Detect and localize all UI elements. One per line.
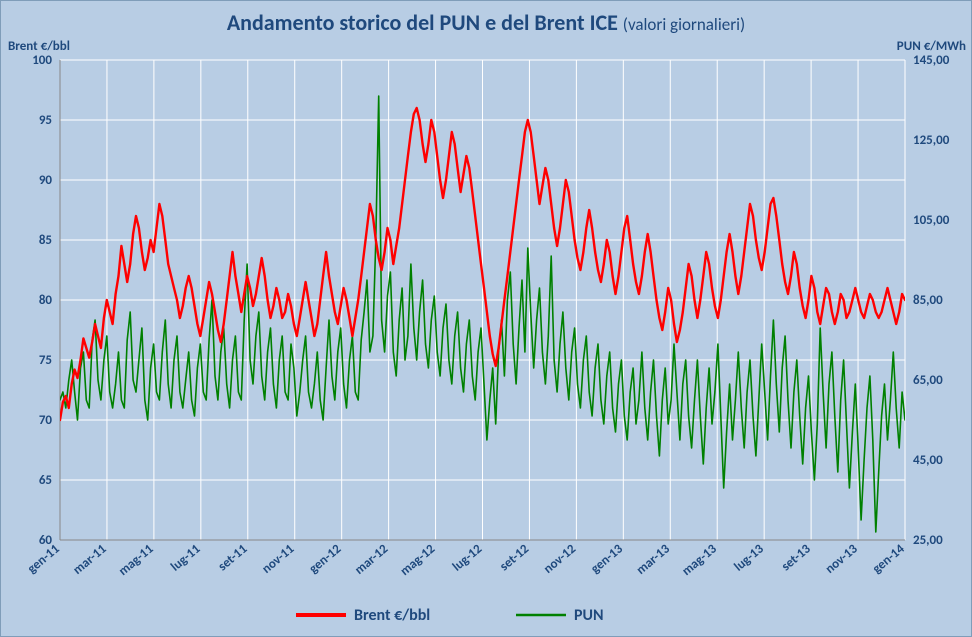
left-tick-label: 75 (39, 353, 52, 368)
chart-title: Andamento storico del PUN e del Brent IC… (227, 9, 745, 36)
right-tick-label: 105,00 (913, 213, 950, 228)
left-axis-label: Brent €/bbl (8, 39, 70, 54)
legend-label-pun: PUN (574, 606, 604, 625)
right-tick-label: 145,00 (913, 53, 950, 68)
right-axis-label: PUN €/MWh (897, 39, 966, 54)
left-tick-label: 100 (32, 53, 52, 68)
right-tick-label: 65,00 (913, 373, 943, 388)
left-tick-label: 80 (39, 293, 53, 308)
left-tick-label: 65 (39, 473, 52, 488)
right-tick-label: 85,00 (913, 293, 943, 308)
chart-container: Andamento storico del PUN e del Brent IC… (0, 0, 972, 637)
left-tick-label: 95 (39, 113, 52, 128)
left-tick-label: 90 (39, 173, 53, 188)
legend-label-brent: Brent €/bbl (354, 606, 430, 625)
right-tick-label: 25,00 (913, 533, 943, 548)
right-tick-label: 125,00 (913, 133, 950, 148)
left-tick-label: 85 (39, 233, 52, 248)
chart-svg: Andamento storico del PUN e del Brent IC… (0, 0, 972, 637)
right-tick-label: 45,00 (913, 453, 943, 468)
left-tick-label: 70 (39, 413, 53, 428)
